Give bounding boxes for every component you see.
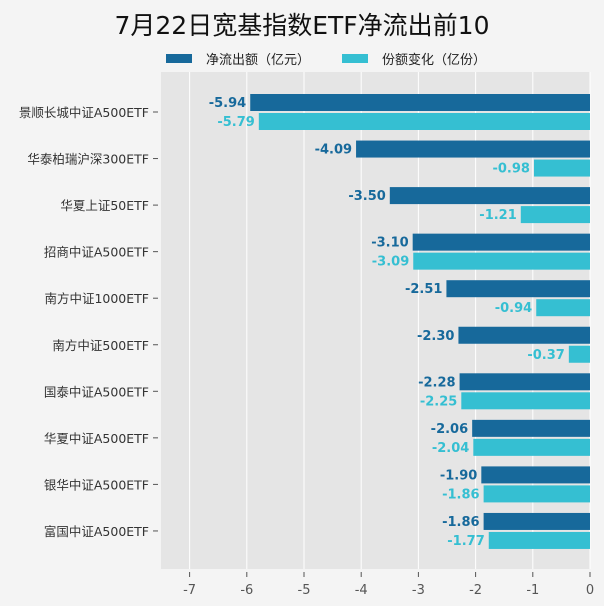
data-label: -2.30: [417, 329, 454, 344]
category-label: 景顺长城中证A500ETF: [19, 105, 149, 120]
category-label: 华夏中证A500ETF: [44, 431, 149, 446]
bar-share-change: [533, 159, 590, 177]
category-label: 国泰中证A500ETF: [44, 384, 149, 399]
data-label: -5.79: [217, 115, 254, 130]
legend-item-net-outflow: 净流出额（亿元）: [166, 49, 311, 68]
bar-net-outflow: [483, 512, 590, 530]
category-label: 招商中证A500ETF: [44, 245, 149, 260]
data-label: -1.90: [440, 468, 477, 483]
category-label: 南方中证1000ETF: [44, 291, 149, 306]
bar-share-change: [413, 252, 590, 270]
bar-net-outflow: [412, 233, 590, 251]
legend-label: 净流出额（亿元）: [206, 52, 311, 68]
data-label: -2.06: [431, 422, 468, 437]
data-label: -1.86: [442, 487, 479, 502]
x-tick-label: -1: [526, 583, 539, 598]
category-label: 华泰柏瑞沪深300ETF: [27, 152, 149, 167]
x-tick-label: -7: [183, 583, 196, 598]
bar-net-outflow: [458, 326, 590, 344]
chart-title: 7月22日宽基指数ETF净流出前10: [114, 11, 490, 40]
data-label: -1.77: [447, 534, 484, 549]
x-tick-label: 0: [586, 583, 594, 598]
bar-net-outflow: [250, 94, 590, 111]
legend-label: 份额变化（亿份）: [382, 52, 487, 68]
bar-share-change: [568, 345, 590, 363]
bar-net-outflow: [446, 280, 590, 298]
bar-share-change: [520, 206, 590, 224]
legend-swatch: [342, 53, 368, 63]
data-label: -0.37: [527, 348, 564, 363]
data-label: -2.04: [432, 441, 469, 456]
data-label: -2.51: [405, 282, 442, 297]
data-label: -3.10: [371, 236, 408, 251]
x-tick-label: -3: [412, 583, 425, 598]
data-label: -4.09: [315, 143, 352, 158]
data-label: -2.25: [420, 394, 457, 409]
legend-item-share-change: 份额变化（亿份）: [342, 49, 487, 68]
bar-share-change: [461, 392, 590, 410]
x-tick-label: -6: [240, 583, 253, 598]
data-label: -3.09: [372, 255, 409, 270]
bar-share-change: [473, 438, 590, 456]
x-tick-label: -2: [469, 583, 482, 598]
bar-net-outflow: [459, 373, 590, 391]
bar-share-change: [536, 299, 590, 317]
category-label: 南方中证500ETF: [52, 338, 149, 353]
data-label: -0.98: [492, 162, 529, 177]
data-label: -1.21: [479, 208, 516, 223]
legend-swatch: [166, 53, 192, 63]
category-label: 富国中证A500ETF: [44, 524, 149, 539]
x-tick-label: -4: [355, 583, 368, 598]
category-label: 华夏上证50ETF: [60, 198, 149, 213]
data-label: -0.94: [495, 301, 532, 316]
bar-net-outflow: [481, 466, 590, 484]
bar-net-outflow: [389, 187, 590, 205]
category-label: 银华中证A500ETF: [44, 477, 149, 492]
data-label: -5.94: [209, 96, 246, 111]
bar-net-outflow: [472, 419, 590, 437]
data-label: -1.86: [442, 515, 479, 530]
bar-net-outflow: [356, 140, 590, 158]
x-tick-label: -5: [298, 583, 311, 598]
bar-share-change: [488, 531, 590, 549]
data-label: -2.28: [418, 375, 455, 390]
bar-share-change: [483, 485, 590, 503]
bar-share-change: [258, 113, 590, 130]
data-label: -3.50: [348, 189, 385, 204]
